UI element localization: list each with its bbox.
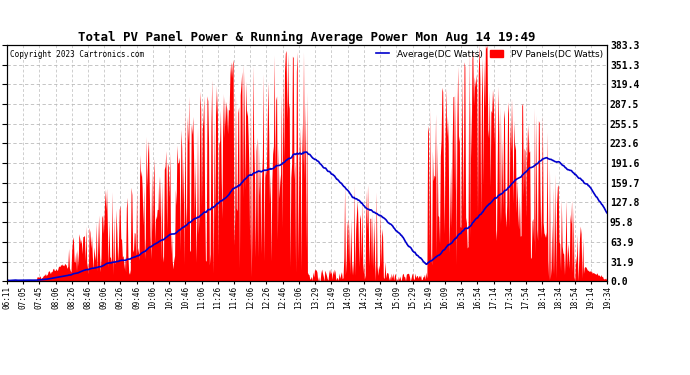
Text: Copyright 2023 Cartronics.com: Copyright 2023 Cartronics.com (10, 50, 144, 59)
Title: Total PV Panel Power & Running Average Power Mon Aug 14 19:49: Total PV Panel Power & Running Average P… (78, 31, 536, 44)
Legend: Average(DC Watts), PV Panels(DC Watts): Average(DC Watts), PV Panels(DC Watts) (376, 50, 602, 58)
